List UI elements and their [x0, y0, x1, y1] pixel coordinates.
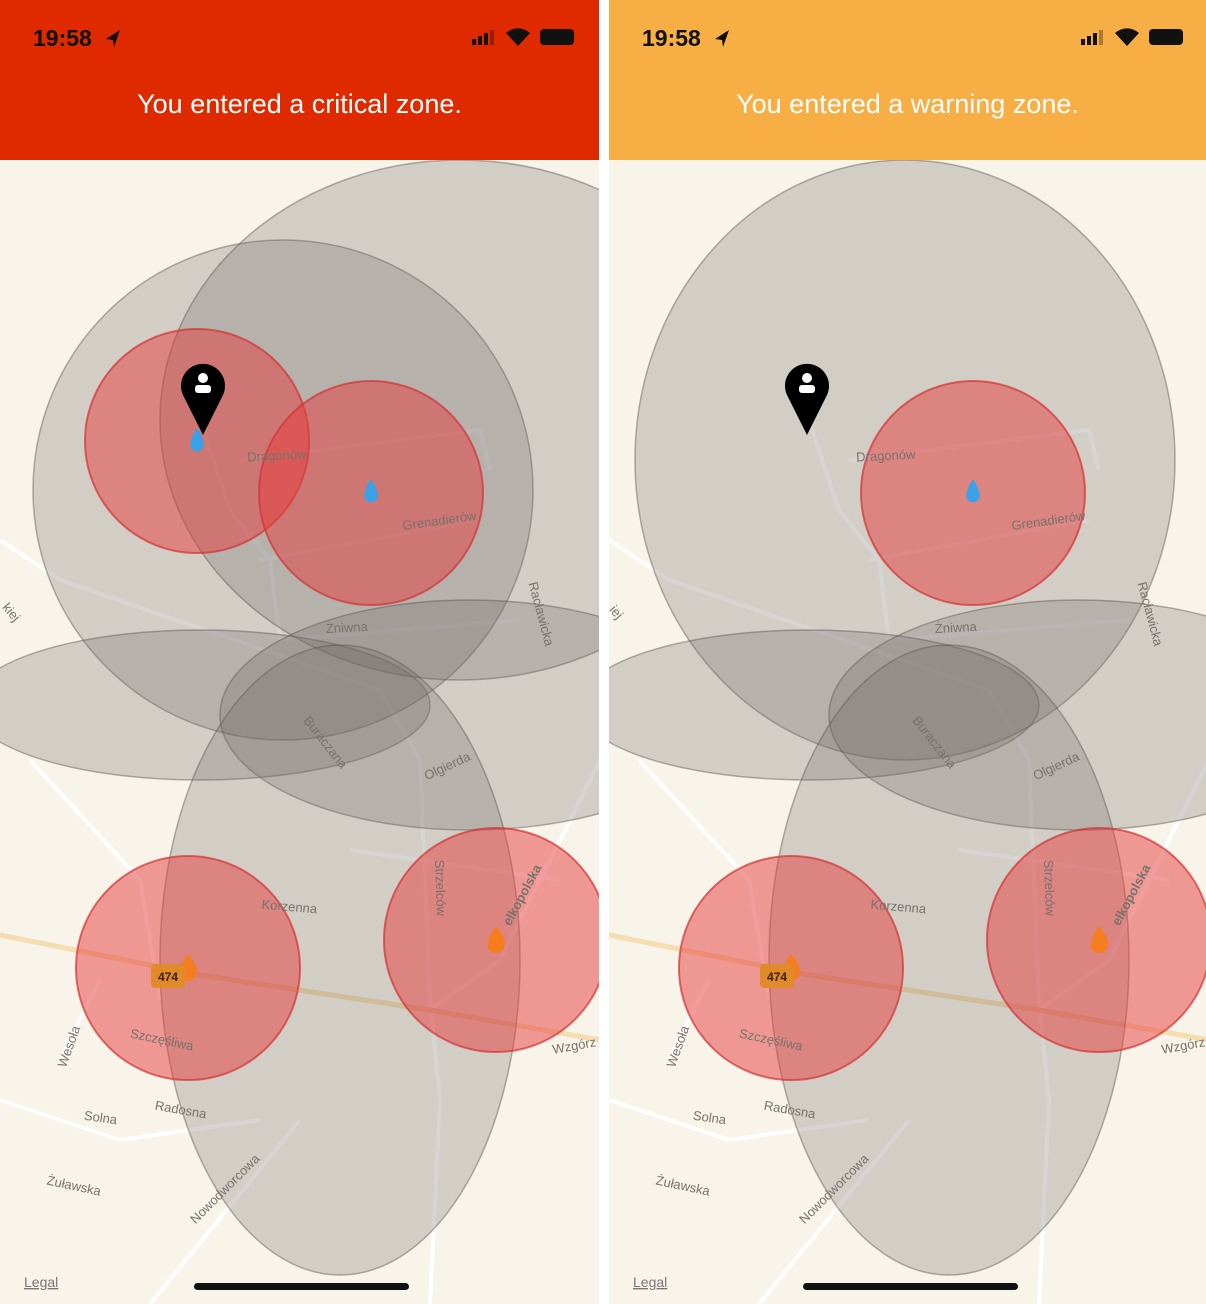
user-pin	[785, 363, 829, 435]
battery	[540, 29, 574, 45]
street-label: Dragonów	[856, 446, 917, 464]
map-bg	[0, 160, 599, 1304]
street-label: Solna	[83, 1108, 119, 1128]
road	[0, 1098, 261, 1143]
water-icon	[364, 479, 378, 503]
road	[609, 538, 1052, 1304]
home-indicator	[194, 1283, 409, 1290]
wifi-icon	[506, 28, 530, 46]
fire-icon	[487, 926, 505, 953]
route-badge	[151, 964, 185, 988]
pin-body	[799, 385, 815, 393]
phone-screen: DragonówGrenadierówRacławickaŻniwnaBurac…	[0, 0, 599, 1304]
warning-zone	[219, 599, 599, 831]
water-icon	[190, 428, 204, 452]
street-label: Korzenna	[870, 897, 928, 917]
signal-bar	[1099, 30, 1103, 45]
status-time: 19:58	[33, 25, 92, 51]
map: DragonówGrenadierówRacławickaŻniwnaBurac…	[609, 159, 1206, 1304]
street-label: Wzgórz	[1160, 1034, 1206, 1056]
route-number: 474	[767, 970, 787, 984]
warning-zone	[609, 629, 1040, 781]
signal-bar	[490, 30, 494, 45]
signal-bar	[1081, 39, 1085, 45]
road	[279, 618, 521, 642]
location-arrow	[715, 30, 729, 47]
signal-bar	[1093, 33, 1097, 45]
signal-bar	[484, 33, 488, 45]
fire-icon	[1090, 926, 1108, 953]
map-bg	[609, 160, 1206, 1304]
road	[148, 1118, 302, 1304]
street-label: Strzelców	[1041, 859, 1058, 916]
pin-head	[198, 373, 208, 383]
road	[0, 538, 443, 1304]
banner-text: You entered a warning zone.	[736, 89, 1079, 119]
signal-bar	[1087, 36, 1091, 45]
signal-bar	[472, 39, 476, 45]
pin-head	[802, 373, 812, 383]
route-badge	[760, 964, 794, 988]
battery	[1149, 29, 1183, 45]
street-label: Korzenna	[261, 897, 319, 917]
street-label: Żniwna	[325, 619, 368, 636]
banner	[0, 0, 599, 160]
legal-link: Legal	[633, 1274, 667, 1290]
wifi-icon	[1115, 28, 1139, 46]
banner	[609, 0, 1206, 160]
road	[888, 618, 1130, 642]
warning-zone	[0, 629, 431, 781]
street-label: Dragonów	[247, 446, 308, 464]
road	[807, 419, 891, 641]
road	[757, 1118, 911, 1304]
street-label: Solna	[692, 1108, 728, 1128]
home-indicator	[803, 1283, 1018, 1290]
water-icon	[966, 479, 980, 503]
route-number: 474	[158, 970, 178, 984]
location-arrow	[106, 30, 120, 47]
banner-text: You entered a critical zone.	[137, 89, 462, 119]
status-time: 19:58	[642, 25, 701, 51]
phone-screen: DragonówGrenadierówRacławickaŻniwnaBurac…	[609, 0, 1206, 1304]
legal-link: Legal	[24, 1274, 58, 1290]
signal-bar	[478, 36, 482, 45]
map: DragonówGrenadierówRacławickaŻniwnaBurac…	[0, 159, 599, 1304]
street-label: Żniwna	[934, 619, 977, 636]
road	[609, 1098, 870, 1143]
user-pin	[181, 363, 225, 435]
pin-body	[195, 385, 211, 393]
street-label: Strzelców	[432, 859, 449, 916]
